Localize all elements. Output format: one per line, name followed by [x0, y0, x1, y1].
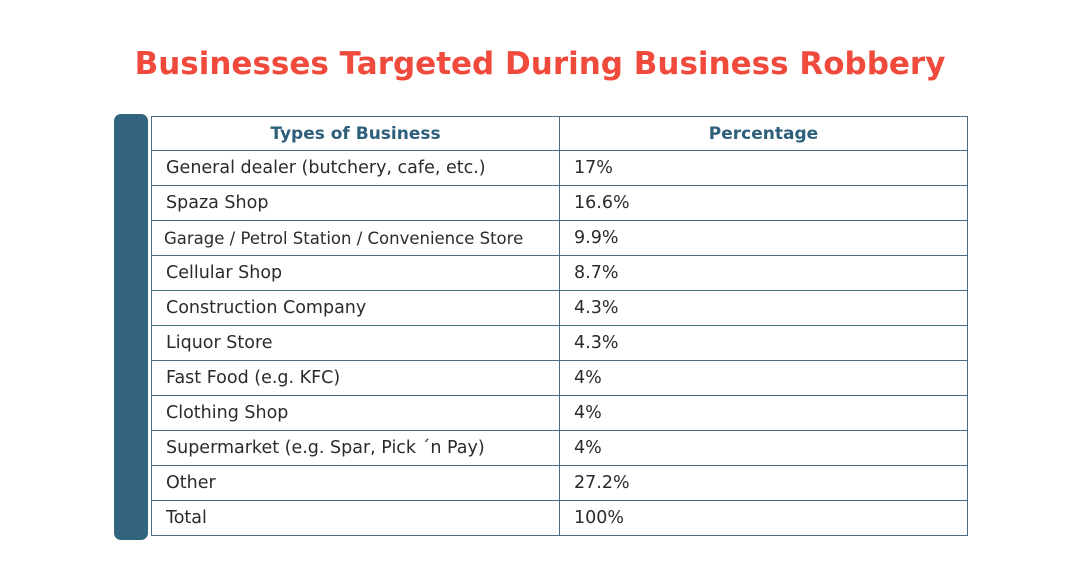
percentage-cell: 4.3%	[559, 290, 968, 326]
table-row: Other 27.2%	[151, 465, 968, 501]
table-row: Fast Food (e.g. KFC) 4%	[151, 360, 968, 396]
table-row: General dealer (butchery, cafe, etc.) 17%	[151, 150, 968, 186]
percentage-cell: 4%	[559, 430, 968, 466]
business-type-cell: Other	[151, 465, 560, 501]
table-row: Garage / Petrol Station / Convenience St…	[151, 220, 968, 256]
table-row: Liquor Store 4.3%	[151, 325, 968, 361]
percentage-cell: 100%	[559, 500, 968, 536]
business-type-cell: Fast Food (e.g. KFC)	[151, 360, 560, 396]
page-title: Businesses Targeted During Business Robb…	[134, 46, 946, 82]
business-type-cell: Clothing Shop	[151, 395, 560, 431]
table-row: Construction Company 4.3%	[151, 290, 968, 326]
percentage-cell: 4%	[559, 360, 968, 396]
business-type-cell: Garage / Petrol Station / Convenience St…	[151, 220, 560, 256]
percentage-cell: 17%	[559, 150, 968, 186]
business-type-cell: Cellular Shop	[151, 255, 560, 291]
column-header-percentage: Percentage	[559, 116, 968, 151]
side-accent-bar	[114, 114, 148, 540]
table-header-row: Types of Business Percentage	[151, 116, 968, 151]
table-row: Clothing Shop 4%	[151, 395, 968, 431]
table-body: General dealer (butchery, cafe, etc.) 17%…	[151, 150, 968, 536]
business-type-cell: Construction Company	[151, 290, 560, 326]
table-row: Spaza Shop 16.6%	[151, 185, 968, 221]
table-row: Supermarket (e.g. Spar, Pick ´n Pay) 4%	[151, 430, 968, 466]
column-header-type: Types of Business	[151, 116, 560, 151]
percentage-cell: 4%	[559, 395, 968, 431]
percentage-cell: 8.7%	[559, 255, 968, 291]
percentage-cell: 9.9%	[559, 220, 968, 256]
business-table: Types of Business Percentage General dea…	[151, 116, 968, 536]
percentage-cell: 4.3%	[559, 325, 968, 361]
business-type-cell: Supermarket (e.g. Spar, Pick ´n Pay)	[151, 430, 560, 466]
business-type-cell: General dealer (butchery, cafe, etc.)	[151, 150, 560, 186]
business-type-cell: Spaza Shop	[151, 185, 560, 221]
table-row: Total 100%	[151, 500, 968, 536]
table-row: Cellular Shop 8.7%	[151, 255, 968, 291]
percentage-cell: 27.2%	[559, 465, 968, 501]
business-type-cell: Total	[151, 500, 560, 536]
business-type-cell: Liquor Store	[151, 325, 560, 361]
percentage-cell: 16.6%	[559, 185, 968, 221]
